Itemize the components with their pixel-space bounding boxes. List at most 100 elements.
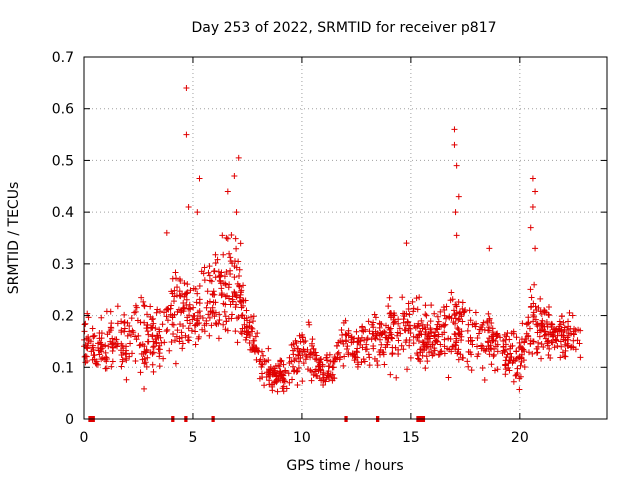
data-point <box>453 162 460 169</box>
data-point <box>235 258 242 265</box>
data-point <box>455 298 462 305</box>
data-point <box>475 330 482 337</box>
data-point <box>414 334 421 341</box>
data-point <box>201 264 208 271</box>
data-point <box>228 232 235 239</box>
data-point <box>105 343 112 350</box>
data-point <box>132 333 139 340</box>
data-point <box>476 326 483 333</box>
data-point <box>544 323 551 330</box>
data-point <box>518 351 525 358</box>
data-point <box>443 303 450 310</box>
data-point <box>452 209 459 216</box>
data-point <box>134 317 141 324</box>
data-point <box>232 235 239 242</box>
data-point <box>534 349 541 356</box>
data-point <box>224 292 231 299</box>
data-point <box>562 337 569 344</box>
data-point <box>407 354 414 361</box>
data-point <box>378 330 385 337</box>
data-point <box>416 294 423 301</box>
data-point <box>97 339 104 346</box>
data-point <box>128 315 135 322</box>
data-point <box>468 367 475 374</box>
data-point <box>93 360 100 367</box>
data-point <box>517 362 524 369</box>
data-point <box>414 306 421 313</box>
data-point <box>457 351 464 358</box>
data-point <box>286 354 293 361</box>
data-point <box>530 338 537 345</box>
data-point <box>235 314 242 321</box>
data-point <box>366 328 373 335</box>
data-point <box>437 341 444 348</box>
data-point <box>452 346 459 353</box>
data-point <box>99 354 106 361</box>
data-point <box>222 313 229 320</box>
data-point <box>557 354 564 361</box>
data-point <box>502 341 509 348</box>
data-point <box>532 245 539 252</box>
data-point <box>222 301 229 308</box>
data-point <box>141 355 148 362</box>
data-point <box>452 315 459 322</box>
data-point <box>561 327 568 334</box>
data-point <box>564 342 571 349</box>
data-point <box>433 338 440 345</box>
data-point <box>509 342 516 349</box>
data-point <box>561 353 568 360</box>
data-point <box>401 310 408 317</box>
data-point <box>98 345 105 352</box>
data-point <box>195 335 202 342</box>
data-point <box>555 325 562 332</box>
data-point <box>300 346 307 353</box>
axis-ticks <box>83 56 607 420</box>
data-point <box>148 325 155 332</box>
data-point <box>82 359 89 366</box>
data-point <box>192 321 199 328</box>
data-point <box>220 321 227 328</box>
data-point <box>444 345 451 352</box>
data-point <box>525 320 532 327</box>
data-point <box>363 336 370 343</box>
data-point <box>395 351 402 358</box>
data-point <box>90 333 97 340</box>
data-point <box>396 325 403 332</box>
data-point <box>438 348 445 355</box>
data-point <box>236 273 243 280</box>
data-point <box>393 374 400 381</box>
data-point <box>399 294 406 301</box>
data-point <box>194 290 201 297</box>
data-point <box>374 362 381 369</box>
data-point <box>402 322 409 329</box>
data-point <box>209 310 216 317</box>
grid-lines <box>84 57 607 419</box>
data-point <box>371 355 378 362</box>
data-point <box>434 313 441 320</box>
data-point <box>170 331 177 338</box>
data-point <box>424 358 431 365</box>
data-point <box>378 321 385 328</box>
data-point <box>108 320 115 327</box>
data-point <box>459 318 466 325</box>
data-point <box>156 326 163 333</box>
data-point <box>184 317 191 324</box>
data-point <box>410 308 417 315</box>
x-tick-label: 5 <box>188 430 197 446</box>
data-point <box>446 314 453 321</box>
data-point <box>512 372 519 379</box>
data-point <box>372 314 379 321</box>
data-point <box>182 332 189 339</box>
data-point <box>451 141 458 148</box>
data-point <box>121 311 128 318</box>
data-point <box>529 350 536 357</box>
data-point <box>478 342 485 349</box>
data-point <box>280 388 287 395</box>
data-point <box>371 311 378 318</box>
data-point <box>132 308 139 315</box>
data-point <box>387 314 394 321</box>
data-point <box>567 344 574 351</box>
data-point <box>307 354 314 361</box>
data-point <box>177 321 184 328</box>
data-point <box>320 382 327 389</box>
